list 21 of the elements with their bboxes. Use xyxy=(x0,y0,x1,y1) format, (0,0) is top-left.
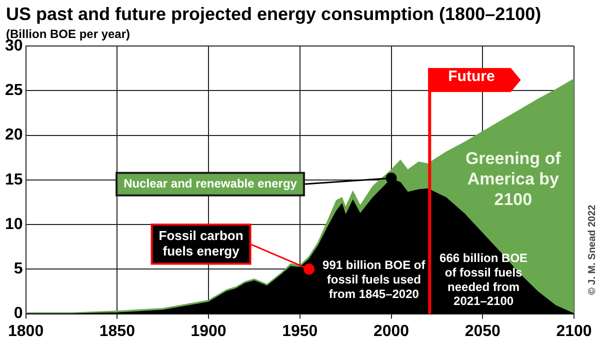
y-tick-label: 25 xyxy=(5,82,23,100)
x-tick-label: 2000 xyxy=(373,322,410,340)
chart-subtitle: (Billion BOE per year) xyxy=(6,27,130,41)
x-tick-label: 1850 xyxy=(99,322,136,340)
y-tick-label: 20 xyxy=(5,126,23,144)
annotation: Nuclear and renewable energy xyxy=(124,176,298,190)
y-tick-label: 15 xyxy=(5,171,23,188)
annotation: Fossil carbon fuels energy xyxy=(158,228,244,259)
flag-icon: Future xyxy=(428,68,521,92)
annotation: 991 billion BOE of fossil fuels used from 1845–2020 xyxy=(322,258,426,302)
y-tick-label: 10 xyxy=(5,216,23,233)
x-tick-label: 2100 xyxy=(556,322,592,340)
annotation: Greening of America by 2100 xyxy=(465,149,562,209)
y-tick-label: 0 xyxy=(14,305,23,322)
y-tick-label: 5 xyxy=(14,260,23,278)
x-tick-label: 2050 xyxy=(464,322,501,340)
text: © J. M. Snead 2022 xyxy=(586,204,598,295)
x-tick-label: 1900 xyxy=(190,322,226,340)
x-tick-label: 1800 xyxy=(8,322,44,340)
x-tick-label: 1950 xyxy=(282,322,318,340)
chart-title: US past and future projected energy consumption (1800–2100) xyxy=(6,4,542,25)
